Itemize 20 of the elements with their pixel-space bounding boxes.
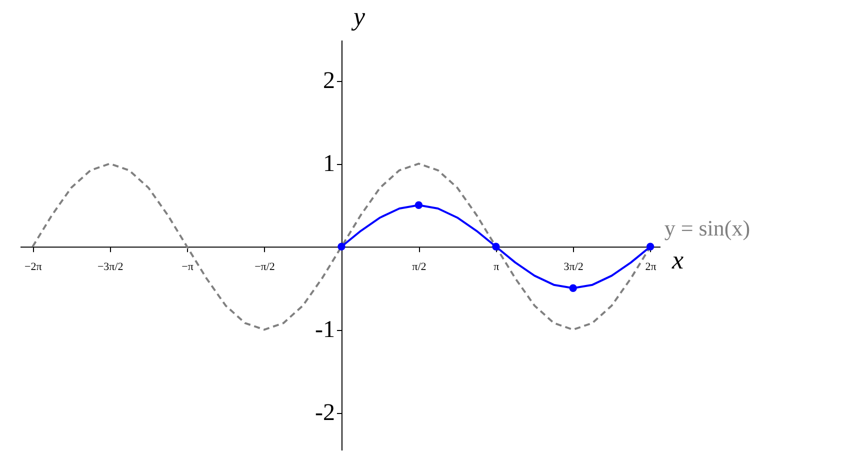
- point: [338, 242, 346, 251]
- point: [569, 284, 577, 292]
- y-axis-title: y: [350, 2, 366, 31]
- point: [646, 242, 654, 251]
- x-tick-label: −π: [182, 261, 194, 274]
- y-tick-label: -1: [314, 317, 335, 344]
- y-tick-label: 2: [322, 68, 335, 94]
- y-tick-label: -2: [314, 400, 335, 426]
- x-tick-label: 2π: [645, 261, 657, 274]
- x-tick-label: −2π: [24, 261, 42, 274]
- series-label: y = sin(x): [664, 216, 750, 241]
- x-tick-label: −π/2: [254, 261, 275, 274]
- x-tick-label: π/2: [412, 261, 426, 274]
- x-tick-label: −3π/2: [97, 261, 124, 274]
- y-tick-label: 1: [322, 151, 335, 178]
- point: [492, 242, 500, 251]
- x-tick-label: 3π/2: [564, 261, 584, 274]
- point: [414, 201, 423, 210]
- x-axis-title: x: [671, 246, 684, 275]
- x-tick-label: π: [494, 261, 500, 274]
